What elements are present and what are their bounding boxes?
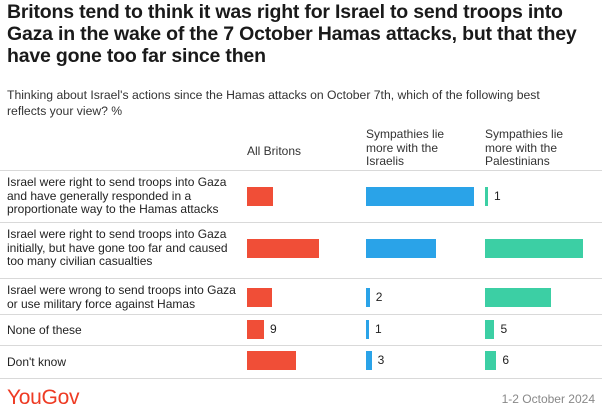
bar-sympathies-lie-more-with-the-israelis (366, 351, 372, 370)
column-header-sympathies-lie-more-with-the-palestinians: Sympathies lie more with the Palestinian… (485, 127, 564, 168)
row-separator (0, 345, 602, 346)
column-header-sympathies-lie-more-with-the-israelis: Sympathies lie more with the Israelis (366, 127, 445, 168)
row-label: Don't know (7, 355, 66, 369)
bar-all-britons (247, 239, 319, 258)
column-header-all-britons: All Britons (247, 144, 302, 158)
data-label-sympathies-lie-more-with-the-israelis: 2 (375, 290, 383, 304)
row-label: Israel were wrong to send troops into Ga… (7, 283, 236, 311)
bar-sympathies-lie-more-with-the-palestinians (485, 320, 495, 339)
bar-sympathies-lie-more-with-the-israelis (366, 239, 436, 258)
data-label-sympathies-lie-more-with-the-palestinians: 1 (494, 189, 501, 203)
row-label: Israel were right to send troops into Ga… (7, 175, 227, 216)
chart-subtitle: Thinking about Israel's actions since th… (7, 88, 540, 118)
bar-sympathies-lie-more-with-the-israelis (366, 320, 369, 339)
row-label: None of these (7, 323, 82, 337)
row-separator (0, 222, 602, 223)
bar-sympathies-lie-more-with-the-israelis (366, 288, 370, 307)
row-separator (0, 170, 602, 171)
bar-sympathies-lie-more-with-the-israelis (366, 187, 474, 206)
bar-sympathies-lie-more-with-the-palestinians (485, 351, 497, 370)
chart-title: Britons tend to think it was right for I… (7, 1, 577, 67)
data-label-sympathies-lie-more-with-the-palestinians: 6 (502, 353, 510, 367)
bar-sympathies-lie-more-with-the-palestinians (485, 187, 488, 206)
bar-sympathies-lie-more-with-the-palestinians (485, 239, 584, 258)
bar-all-britons (247, 288, 272, 307)
bar-sympathies-lie-more-with-the-palestinians (485, 288, 552, 307)
data-label-all-britons: 9 (270, 322, 277, 336)
bar-all-britons (247, 187, 274, 206)
yougov-logo: YouGov (7, 386, 80, 409)
data-label-sympathies-lie-more-with-the-israelis: 3 (377, 353, 385, 367)
row-separator (0, 278, 602, 279)
data-label-sympathies-lie-more-with-the-israelis: 1 (375, 322, 382, 336)
data-label-sympathies-lie-more-with-the-palestinians: 5 (500, 322, 508, 336)
row-separator (0, 314, 602, 315)
bar-all-britons (247, 351, 297, 370)
bar-all-britons (247, 320, 264, 339)
survey-date: 1-2 October 2024 (501, 392, 595, 406)
row-separator (0, 378, 602, 379)
row-label: Israel were right to send troops into Ga… (7, 227, 228, 268)
